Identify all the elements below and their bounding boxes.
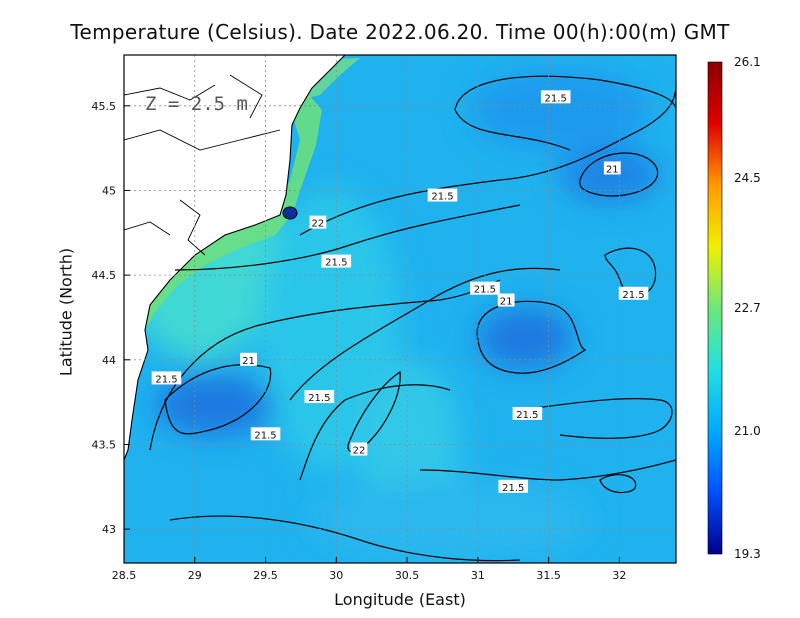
contour-label: 21.5 [474,285,496,296]
y-tick-label: 45 [102,184,116,197]
contour-label: 21 [500,297,513,308]
contour-label: 21.5 [622,290,644,301]
plot-frame [123,54,677,564]
y-axis-ticks: 43 43.5 44 44.5 45 45.5 [92,100,130,536]
cold-spot [282,206,298,220]
contour-label-bg [427,188,458,202]
colorbar [707,61,723,555]
contour-label: 21.5 [431,192,453,203]
land-borders [124,74,281,256]
coastline [124,55,346,461]
contour-label-bg [512,406,543,420]
y-tick-label: 44.5 [92,269,117,282]
y-tick-label: 44 [102,354,116,367]
y-tick-label: 45.5 [92,100,117,113]
contour-label: 21.5 [155,374,177,385]
contour-label: 21 [606,164,619,175]
contour-label-bg [470,281,500,295]
colorbar-tick-label: 26.1 [734,55,761,69]
contour-label: 22 [312,219,325,230]
grid-lines [123,55,676,563]
contour-label: 21 [242,356,255,367]
contour-label-bg [618,286,649,300]
y-tick-label: 43.5 [92,438,117,451]
contour-label-bg [540,90,571,104]
x-tick-label: 31.5 [536,569,561,582]
contour-label-bg [321,254,352,268]
contour-label: 21.5 [516,410,538,421]
warm-coastal-band [145,96,322,330]
y-tick-label: 43 [102,523,116,536]
contour-label-bg [309,215,327,229]
contour-label-bg [250,427,281,441]
x-tick-label: 30 [329,569,343,582]
x-axis-label: Longitude (East) [334,590,466,609]
contour-label-bg [151,371,182,385]
contour-label: 21.5 [325,258,347,269]
x-axis-ticks: 28.5 29 29.5 30 30.5 31 31.5 32 [112,557,626,582]
isotherm-contours [149,75,676,562]
chart-title: Temperature (Celsius). Date 2022.06.20. … [70,20,730,44]
x-tick-label: 29 [188,569,202,582]
contour-labels: 21.5 21 21.5 22 21.5 21.5 21 21.5 21 21.5 21.5 21.5… [151,90,649,494]
x-tick-label: 31 [471,569,485,582]
contour-label-bg [350,442,368,456]
contour-label-bg [497,293,515,307]
contour-label: 21.5 [308,393,330,404]
colorbar-ticks: 26.1 24.5 22.7 21.0 19.3 [734,55,761,561]
colorbar-tick-label: 21.0 [734,424,761,438]
contour-label-bg [304,390,335,404]
x-tick-label: 29.5 [253,569,278,582]
x-tick-label: 32 [612,569,626,582]
x-tick-label: 30.5 [395,569,420,582]
contour-label: 21.5 [254,430,276,441]
colorbar-tick-label: 19.3 [734,547,761,561]
contour-label: 21.5 [502,483,524,494]
contour-label-bg [603,161,621,175]
contour-label: 22 [353,446,366,457]
contour-label-bg [240,352,257,366]
contour-label-bg [498,479,529,493]
contour-label: 21.5 [545,93,567,104]
colorbar-tick-label: 22.7 [734,301,761,315]
colorbar-tick-label: 24.5 [734,171,761,185]
depth-label: Z = 2.5 m [145,93,248,115]
x-tick-label: 28.5 [112,569,137,582]
